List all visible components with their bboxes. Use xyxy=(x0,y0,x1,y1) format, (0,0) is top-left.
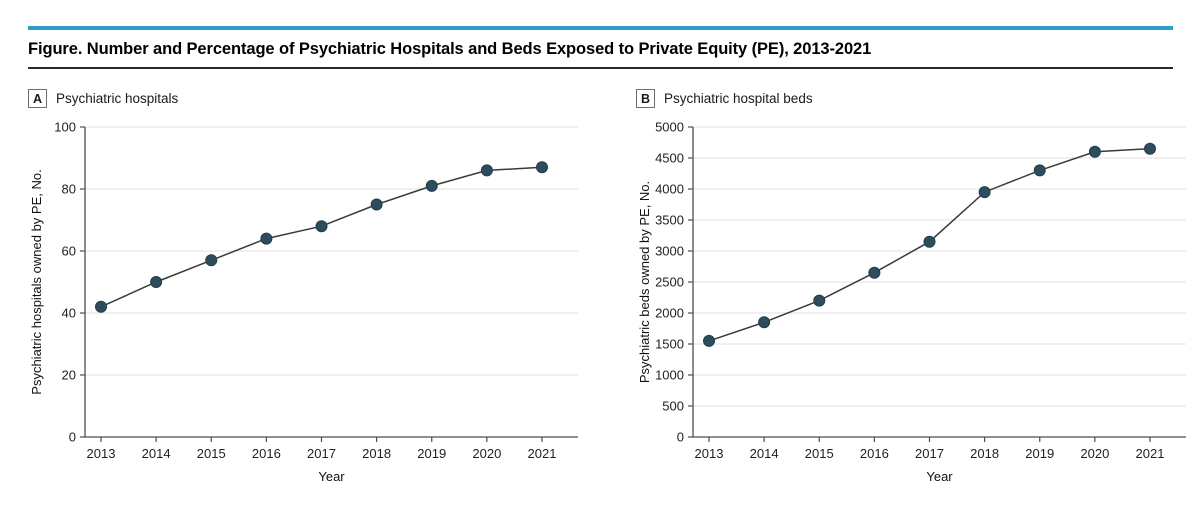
y-tick-label: 500 xyxy=(662,398,684,413)
data-point xyxy=(813,294,826,307)
x-tick-label: 2015 xyxy=(805,446,834,461)
x-tick-label: 2016 xyxy=(860,446,889,461)
figure-title-rule xyxy=(28,66,1173,69)
x-tick-label: 2015 xyxy=(197,446,226,461)
y-tick-label: 5000 xyxy=(655,119,684,134)
x-tick-label: 2021 xyxy=(528,446,557,461)
data-point xyxy=(868,266,881,279)
y-tick-label: 3500 xyxy=(655,212,684,227)
line-chart-beds: 0 500 1000 1500 2000 2500 3000 3500 4000 4500 5000… xyxy=(637,119,1186,484)
data-point xyxy=(480,164,493,177)
x-tick-label: 2013 xyxy=(695,446,724,461)
y-tick-label: 4500 xyxy=(655,150,684,165)
x-tick-label: 2019 xyxy=(1025,446,1054,461)
data-point xyxy=(370,198,383,211)
y-axis-title: Psychiatric hospitals owned by PE, No. xyxy=(29,169,44,394)
x-tick-label: 2020 xyxy=(472,446,501,461)
x-tick-label: 2020 xyxy=(1080,446,1109,461)
data-point xyxy=(95,300,107,313)
series-line xyxy=(100,166,543,308)
x-tick-label: 2019 xyxy=(417,446,446,461)
panel-b-header: B Psychiatric hospital beds xyxy=(636,89,1198,109)
panel-b-title: Psychiatric hospital beds xyxy=(664,91,813,107)
figure-accent-rule xyxy=(28,26,1173,30)
panel-a-header: A Psychiatric hospitals xyxy=(28,89,590,109)
panel-a-letter-badge: A xyxy=(28,89,47,109)
data-point xyxy=(703,334,715,347)
panel-psychiatric-hospitals: A Psychiatric hospitals 0 20 40 60 80 100 2013… xyxy=(28,89,590,487)
x-tick-label: 2017 xyxy=(307,446,336,461)
panel-b-letter-badge: B xyxy=(636,89,655,109)
y-tick-label: 1000 xyxy=(655,367,684,382)
data-point xyxy=(1033,164,1046,177)
x-axis-title: Year xyxy=(318,469,345,484)
y-tick-label: 0 xyxy=(677,429,684,444)
y-tick-label: 20 xyxy=(62,367,76,382)
y-tick-label: 60 xyxy=(62,243,76,258)
data-point xyxy=(536,160,548,173)
x-tick-label: 2018 xyxy=(362,446,391,461)
panels-row: A Psychiatric hospitals 0 20 40 60 80 100 2013… xyxy=(0,89,1200,487)
x-tick-label: 2021 xyxy=(1136,446,1165,461)
y-tick-label: 4000 xyxy=(655,181,684,196)
x-tick-label: 2018 xyxy=(970,446,999,461)
y-tick-label: 1500 xyxy=(655,336,684,351)
data-point xyxy=(923,235,936,248)
panel-psychiatric-hospital-beds: B Psychiatric hospital beds 0 500 1000 1500… xyxy=(636,89,1198,487)
x-tick-label: 2017 xyxy=(915,446,944,461)
data-point xyxy=(758,315,771,328)
data-point xyxy=(315,219,328,232)
y-tick-label: 100 xyxy=(54,119,76,134)
y-tick-label: 2500 xyxy=(655,274,684,289)
data-point xyxy=(1088,145,1101,158)
data-point xyxy=(150,275,163,288)
y-tick-label: 40 xyxy=(62,305,76,320)
data-point xyxy=(978,185,991,198)
y-tick-label: 0 xyxy=(69,429,76,444)
data-point xyxy=(1144,142,1156,155)
figure-container: Figure. Number and Percentage of Psychia… xyxy=(0,26,1200,530)
x-tick-label: 2013 xyxy=(87,446,116,461)
x-tick-label: 2014 xyxy=(750,446,779,461)
x-axis-title: Year xyxy=(926,469,953,484)
y-tick-label: 2000 xyxy=(655,305,684,320)
x-tick-label: 2016 xyxy=(252,446,281,461)
panel-a-title: Psychiatric hospitals xyxy=(56,91,179,107)
y-axis-title: Psychiatric beds owned by PE, No. xyxy=(637,180,652,382)
y-tick-label: 80 xyxy=(62,181,76,196)
line-chart-hospitals: 0 20 40 60 80 100 2013 2014 2015 2016 2017 2018 2019… xyxy=(29,119,578,484)
x-tick-label: 2014 xyxy=(142,446,171,461)
figure-title: Figure. Number and Percentage of Psychia… xyxy=(28,40,872,58)
data-point xyxy=(425,179,438,192)
y-tick-label: 3000 xyxy=(655,243,684,258)
data-point xyxy=(205,253,218,266)
data-point xyxy=(260,232,273,245)
